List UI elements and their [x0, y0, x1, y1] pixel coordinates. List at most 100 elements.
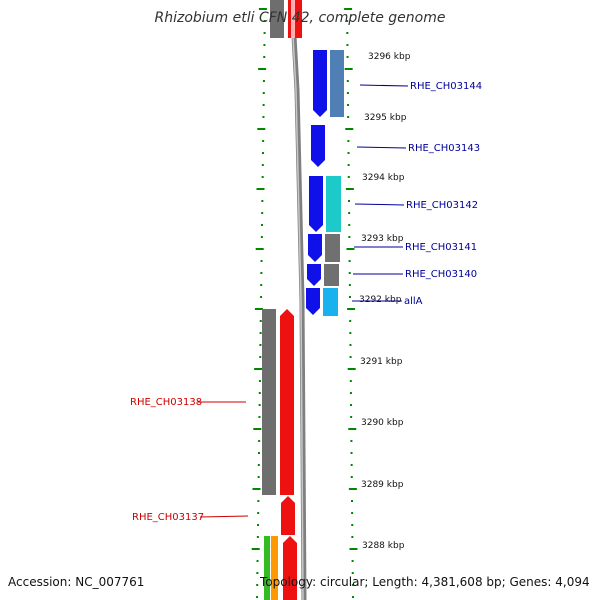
function-block-rhe-ch03144[interactable]: [330, 50, 344, 117]
track-dot: [259, 344, 262, 346]
top-gray-block[interactable]: [270, 0, 284, 38]
function-block-alla[interactable]: [323, 288, 338, 316]
track-dot: [251, 548, 260, 550]
track-dot: [256, 188, 265, 190]
gene-block-bottom-green[interactable]: [264, 536, 270, 600]
reverse-labels: RHE_CH03138 RHE_CH03137: [130, 397, 249, 523]
track-dot: [257, 464, 260, 466]
track-dot: [263, 56, 266, 58]
gene-arrow-rhe-ch03142[interactable]: [309, 176, 323, 232]
function-block-rhe-ch03142[interactable]: [326, 176, 341, 232]
gene-label-rhe-ch03144[interactable]: RHE_CH03144: [410, 81, 482, 92]
forward-labels: RHE_CH03144 RHE_CH03143 RHE_CH03142 RHE_…: [352, 81, 482, 307]
function-block-rhe-ch03141[interactable]: [325, 234, 340, 262]
track-dot: [261, 152, 264, 154]
scale-label-3291: 3291 kbp: [360, 357, 403, 367]
gene-arrow-alla[interactable]: [306, 288, 320, 315]
reverse-genes: [262, 309, 297, 600]
gene-label-rhe-ch03142[interactable]: RHE_CH03142: [406, 200, 478, 211]
track-dot: [351, 524, 354, 526]
gene-block-rhe-ch03138-category[interactable]: [262, 309, 276, 495]
track-dot: [351, 560, 354, 562]
track-dot: [349, 392, 352, 394]
track-dot: [257, 524, 260, 526]
track-dot: [349, 380, 352, 382]
track-dot: [347, 368, 356, 370]
track-dot: [346, 248, 355, 250]
track-dot: [258, 392, 261, 394]
track-dot: [259, 320, 262, 322]
top-red-block-highlight: [291, 0, 295, 38]
track-dot: [257, 476, 260, 478]
track-dot: [350, 464, 353, 466]
track-dot: [252, 488, 261, 490]
track-dot: [347, 152, 350, 154]
track-dot: [258, 380, 261, 382]
track-dot: [256, 596, 259, 598]
track-dot: [348, 200, 350, 202]
forward-genes: [306, 50, 327, 315]
track-dot: [260, 284, 263, 286]
accession-text: Accession: NC_007761: [8, 575, 145, 589]
genome-title: Rhizobium etli CFN 42, complete genome: [154, 10, 446, 26]
track-dot: [256, 572, 259, 574]
track-dot: [346, 92, 349, 94]
scale: 3296 kbp 3295 kbp 3294 kbp 3293 kbp 3292…: [359, 52, 411, 551]
track-dot: [263, 32, 266, 34]
track-dot: [348, 212, 351, 214]
track-dot: [348, 272, 351, 274]
gene-arrow-rhe-ch03141[interactable]: [308, 234, 322, 262]
track-dot: [351, 512, 354, 514]
track-dot: [345, 128, 354, 130]
gene-block-bottom-orange[interactable]: [271, 536, 278, 600]
gene-arrow-bottom-red[interactable]: [283, 536, 297, 600]
gene-arrow-rhe-ch03144[interactable]: [313, 50, 327, 117]
track-dot: [258, 416, 261, 418]
track-dot: [351, 572, 354, 574]
gene-arrow-rhe-ch03137[interactable]: [281, 496, 295, 535]
track-dot: [254, 368, 263, 370]
gene-arrow-rhe-ch03138[interactable]: [280, 309, 294, 495]
track-dot: [259, 356, 262, 358]
track-dot: [351, 584, 354, 586]
track-dot: [262, 80, 265, 82]
gene-label-rhe-ch03140[interactable]: RHE_CH03140: [405, 269, 477, 280]
track-dot: [347, 104, 350, 106]
gene-label-rhe-ch03137[interactable]: RHE_CH03137: [132, 512, 204, 523]
track-dot: [261, 212, 264, 214]
leader-line-rhe-ch03142: [354, 203, 405, 206]
gene-label-rhe-ch03141[interactable]: RHE_CH03141: [405, 242, 477, 253]
gene-label-alla[interactable]: allA: [404, 296, 423, 307]
track-dot: [257, 500, 260, 502]
track-dot: [262, 104, 265, 106]
genome-backbone-highlight: [290, 0, 304, 600]
scale-label-3288: 3288 kbp: [362, 541, 405, 551]
leader-line-rhe-ch03143: [356, 146, 407, 149]
track-dot: [350, 440, 353, 442]
scale-label-3293: 3293 kbp: [361, 234, 404, 244]
track-dot: [346, 44, 349, 46]
track-dot: [346, 32, 349, 34]
scale-label-3295: 3295 kbp: [364, 113, 407, 123]
gene-arrow-rhe-ch03140[interactable]: [307, 264, 321, 286]
dotted-track-right: [344, 8, 358, 598]
function-block-rhe-ch03140[interactable]: [324, 264, 339, 286]
track-dot: [348, 488, 357, 490]
track-dot: [258, 68, 267, 70]
track-dot: [348, 260, 351, 262]
gene-label-rhe-ch03138[interactable]: RHE_CH03138: [130, 397, 202, 408]
track-dot: [260, 236, 263, 238]
track-dot: [344, 8, 353, 10]
track-dot: [262, 116, 265, 118]
scale-label-3294: 3294 kbp: [362, 173, 405, 183]
gene-label-rhe-ch03143[interactable]: RHE_CH03143: [408, 143, 480, 154]
track-dot: [348, 296, 351, 298]
track-dot: [348, 428, 357, 430]
track-dot: [256, 536, 259, 538]
track-dot: [263, 44, 266, 46]
track-dot: [259, 332, 262, 334]
gene-arrow-rhe-ch03143[interactable]: [311, 125, 325, 167]
track-dot: [350, 404, 353, 406]
track-dot: [351, 596, 354, 598]
track-dot: [258, 440, 261, 442]
